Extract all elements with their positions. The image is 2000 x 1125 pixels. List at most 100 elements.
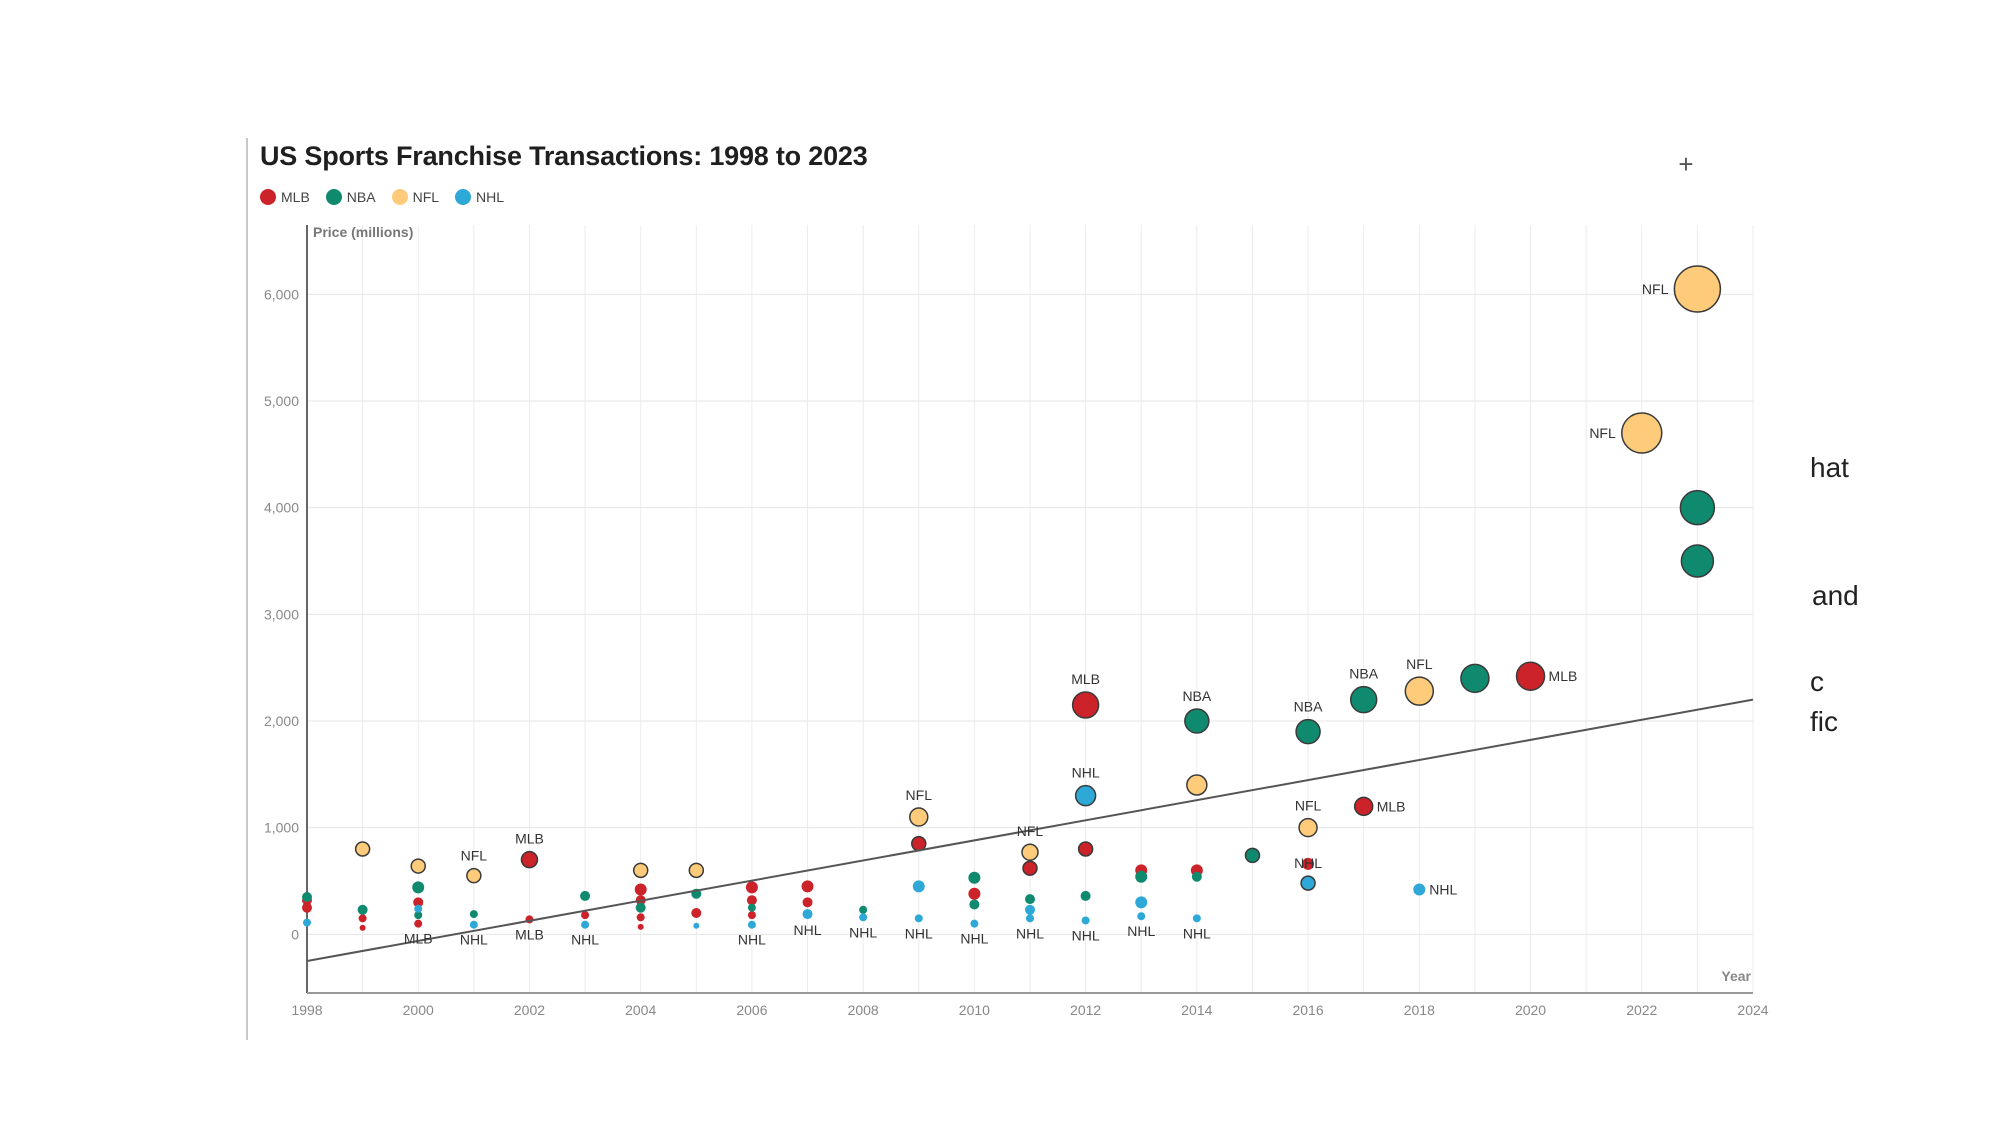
point-label: MLB [515, 831, 544, 847]
data-point-nba [1244, 847, 1261, 864]
data-point-nhl [1081, 916, 1090, 925]
x-tick-label: 2012 [1070, 1002, 1101, 1018]
point-label: NFL [906, 787, 933, 803]
data-point-nhl [970, 919, 979, 928]
data-point-nfl [632, 862, 649, 879]
data-point-nba [968, 871, 981, 884]
point-label: NHL [1429, 882, 1457, 898]
point-label: NFL [1295, 798, 1322, 814]
point-label: NHL [960, 931, 988, 947]
data-point-nhl [581, 920, 590, 929]
point-label: NHL [738, 932, 766, 948]
data-point-mlb [1353, 796, 1374, 817]
y-tick-label: 5,000 [264, 393, 299, 409]
data-point-nhl [1192, 914, 1201, 923]
y-tick-label: 6,000 [264, 286, 299, 302]
data-point-mlb [968, 887, 981, 900]
point-label: MLB [515, 926, 544, 942]
x-axis-title: Year [1721, 968, 1751, 984]
legend-swatch [455, 189, 472, 205]
point-label: NHL [1127, 923, 1155, 939]
point-label: NFL [1589, 425, 1616, 441]
y-tick-label: 1,000 [264, 820, 299, 836]
trend-line [306, 698, 1754, 962]
data-point-nhl [912, 880, 925, 893]
y-tick-label: 4,000 [264, 500, 299, 516]
plus-icon[interactable]: + [1678, 149, 1694, 179]
data-point-nfl [466, 867, 482, 884]
data-point-nba [357, 904, 368, 915]
data-point-mlb [358, 914, 367, 923]
data-point-mlb [747, 911, 756, 920]
data-point-nba [859, 905, 868, 914]
data-point-nhl [914, 914, 923, 923]
point-label: NFL [1406, 656, 1433, 672]
point-label: NHL [1016, 925, 1044, 941]
x-tick-label: 1998 [291, 1002, 322, 1018]
y-axis-title: Price (millions) [313, 224, 413, 240]
data-point-nhl [1137, 912, 1146, 921]
data-point-nfl [1621, 412, 1663, 454]
data-point-nhl [469, 920, 478, 929]
point-label: NFL [461, 848, 488, 864]
legend-swatch [325, 189, 342, 205]
point-label: NHL [794, 922, 822, 938]
legend-item-nfl[interactable]: NFL [391, 189, 439, 205]
legend-label: MLB [281, 189, 310, 205]
data-point-nba [1349, 685, 1378, 714]
x-tick-label: 2024 [1737, 1002, 1768, 1018]
data-point-mlb [1515, 661, 1546, 691]
point-label: NFL [1642, 281, 1669, 297]
data-point-nfl [1021, 843, 1039, 861]
legend-swatch [260, 189, 276, 205]
x-tick-label: 2020 [1515, 1002, 1546, 1018]
data-point-nba [1680, 544, 1715, 578]
data-point-mlb [801, 880, 814, 893]
point-label: MLB [1377, 798, 1406, 814]
x-tick-label: 2008 [848, 1002, 879, 1018]
point-label: NFL [1017, 823, 1044, 839]
legend-item-nba[interactable]: NBA [325, 189, 376, 205]
data-point-nba [1295, 718, 1321, 745]
data-point-nhl [414, 904, 423, 913]
y-tick-label: 3,000 [264, 606, 299, 622]
point-label: NHL [1072, 927, 1100, 943]
data-point-mlb [359, 924, 366, 931]
point-label: MLB [404, 931, 433, 947]
legend-swatch [391, 189, 408, 205]
data-point-nba [302, 892, 312, 902]
point-label: NHL [905, 925, 933, 941]
data-point-nfl [410, 858, 426, 874]
data-point-nba [1025, 894, 1035, 905]
data-point-mlb [745, 881, 758, 894]
data-point-mlb [746, 895, 757, 906]
data-point-nba [412, 881, 425, 894]
legend-item-mlb[interactable]: MLB [260, 189, 310, 205]
data-point-nhl [1026, 914, 1034, 923]
point-label: NHL [1072, 765, 1100, 781]
data-point-nhl [1413, 883, 1426, 896]
data-point-nfl [1673, 265, 1722, 313]
legend-item-nhl[interactable]: NHL [455, 189, 504, 205]
x-tick-label: 2006 [736, 1002, 767, 1018]
data-point-mlb [1071, 691, 1100, 719]
side-text-3: c [1810, 666, 1824, 697]
data-point-nba [1460, 663, 1490, 694]
data-point-nhl [747, 920, 756, 929]
data-point-nba [1184, 708, 1210, 734]
point-label: NHL [1294, 855, 1322, 871]
data-point-nfl [1404, 676, 1435, 706]
data-point-nba [580, 890, 591, 901]
data-point-mlb [636, 913, 645, 922]
side-text-2: and [1812, 580, 1859, 611]
data-point-nba [469, 910, 478, 919]
data-point-nba [635, 902, 646, 913]
x-tick-label: 2000 [403, 1002, 434, 1018]
data-point-mlb [414, 919, 423, 928]
x-tick-label: 2010 [959, 1002, 990, 1018]
data-point-mlb [1077, 841, 1094, 857]
data-point-mlb [691, 908, 702, 918]
chart-title: US Sports Franchise Transactions: 1998 t… [260, 141, 868, 171]
data-point-mlb [634, 883, 647, 896]
